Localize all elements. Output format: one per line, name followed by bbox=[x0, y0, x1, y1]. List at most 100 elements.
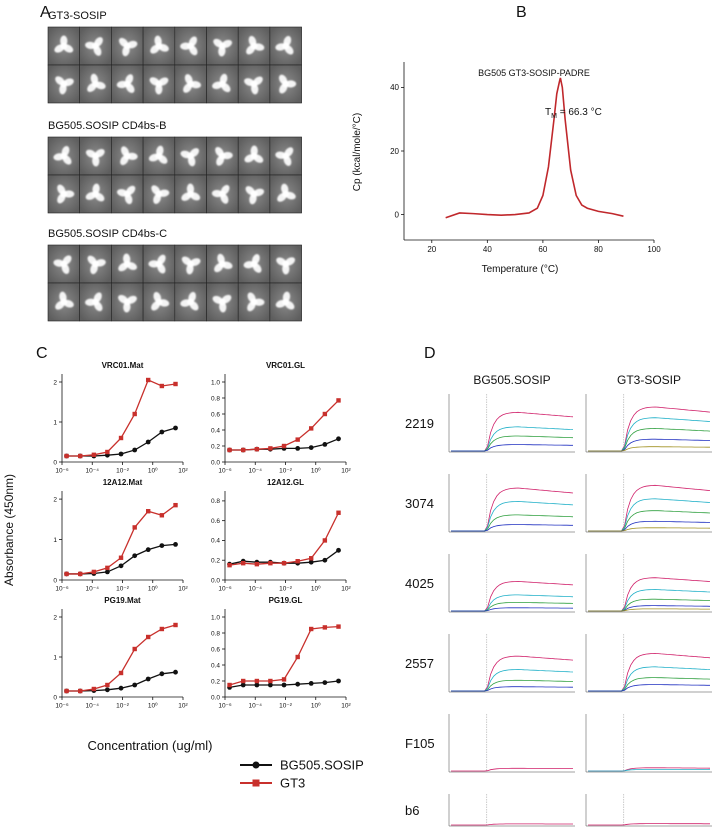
legend-label: BG505.SOSIP bbox=[280, 758, 364, 773]
point bbox=[227, 447, 232, 453]
core bbox=[250, 260, 258, 268]
point bbox=[254, 561, 260, 567]
y-tick-label: 0.2 bbox=[211, 557, 220, 564]
point bbox=[145, 676, 151, 682]
point bbox=[322, 557, 328, 563]
x-tick-label: 10⁰ bbox=[311, 702, 321, 710]
y-tick-label: 0.0 bbox=[211, 694, 220, 701]
core bbox=[218, 80, 226, 88]
core bbox=[187, 298, 195, 306]
point bbox=[295, 559, 300, 564]
particle bbox=[278, 74, 297, 94]
x-tick-label: 60 bbox=[538, 245, 547, 254]
x-tick-label: 10⁻² bbox=[116, 468, 130, 475]
particle bbox=[148, 145, 168, 164]
x-tick-label: 80 bbox=[594, 245, 603, 254]
series-line bbox=[445, 77, 624, 219]
chart-title: VRC01.GL bbox=[266, 361, 305, 370]
core bbox=[92, 42, 99, 50]
point bbox=[132, 553, 138, 559]
sensorgram-curve bbox=[451, 524, 573, 532]
point bbox=[281, 677, 287, 682]
panel-label: C bbox=[36, 345, 48, 362]
particle bbox=[246, 35, 265, 55]
point bbox=[132, 411, 137, 417]
point bbox=[159, 513, 165, 518]
x-tick-label: 10⁻⁴ bbox=[86, 703, 100, 710]
point bbox=[308, 556, 314, 561]
y-tick-label: 0.4 bbox=[211, 427, 220, 434]
core bbox=[155, 260, 163, 268]
y-tick-label: 1.0 bbox=[211, 614, 220, 621]
particle bbox=[243, 254, 262, 273]
point bbox=[241, 678, 246, 684]
sensorgram-curve bbox=[588, 520, 711, 532]
core bbox=[250, 298, 258, 306]
column-title: BG505.SOSIP bbox=[473, 373, 550, 387]
x-tick-label: 10⁻⁶ bbox=[55, 586, 69, 593]
y-axis-label: Cp (kcal/mole/°C) bbox=[352, 113, 363, 191]
point bbox=[322, 625, 328, 630]
y-tick-label: 20 bbox=[390, 147, 399, 156]
point bbox=[64, 688, 69, 694]
x-tick-label: 10⁻⁴ bbox=[249, 703, 263, 710]
y-tick-label: 0 bbox=[53, 694, 57, 701]
sensorgram-curve bbox=[588, 823, 710, 826]
point bbox=[336, 436, 341, 442]
core bbox=[123, 298, 131, 306]
core bbox=[282, 152, 290, 160]
x-tick-label: 10² bbox=[178, 586, 188, 593]
point bbox=[118, 435, 124, 441]
y-tick-label: 0.0 bbox=[211, 459, 220, 466]
x-tick-label: 10⁻⁴ bbox=[249, 468, 263, 475]
x-tick-label: 100 bbox=[647, 245, 661, 254]
panel-label: A bbox=[40, 4, 51, 21]
particle bbox=[149, 77, 169, 95]
point bbox=[308, 445, 314, 450]
point bbox=[295, 437, 300, 442]
sensorgram-curve bbox=[588, 684, 710, 692]
point bbox=[308, 681, 314, 686]
point bbox=[322, 411, 328, 417]
x-axis-label: Temperature (°C) bbox=[482, 264, 559, 275]
y-tick-label: 0.8 bbox=[211, 395, 220, 402]
point bbox=[268, 446, 273, 451]
series-line bbox=[229, 512, 340, 566]
chart-title: VRC01.Mat bbox=[102, 361, 144, 370]
core bbox=[123, 42, 131, 50]
point bbox=[254, 678, 260, 684]
point bbox=[173, 425, 178, 431]
point bbox=[241, 447, 246, 453]
particle bbox=[247, 292, 265, 312]
y-tick-label: 0.4 bbox=[211, 538, 220, 545]
legend-label: GT3 bbox=[280, 776, 305, 791]
core bbox=[155, 152, 163, 160]
point bbox=[132, 646, 137, 652]
row-label: 4025 bbox=[405, 576, 434, 591]
particle bbox=[85, 183, 105, 202]
y-tick-label: 1.0 bbox=[211, 379, 220, 386]
particle bbox=[55, 76, 74, 95]
series-line bbox=[66, 624, 176, 692]
point bbox=[118, 451, 124, 457]
y-tick-label: 2 bbox=[53, 614, 57, 621]
core bbox=[123, 80, 131, 88]
point bbox=[145, 547, 151, 553]
x-tick-label: 10⁻⁴ bbox=[249, 586, 263, 593]
annotation-part: M bbox=[551, 113, 557, 120]
series-line bbox=[229, 625, 339, 686]
particle bbox=[181, 183, 201, 201]
point bbox=[105, 449, 110, 455]
point bbox=[118, 670, 124, 676]
point bbox=[118, 685, 124, 691]
group-title: BG505.SOSIP CD4bs-C bbox=[48, 228, 167, 240]
particle bbox=[215, 146, 233, 166]
particle bbox=[85, 292, 103, 312]
core bbox=[250, 152, 258, 160]
particle bbox=[180, 36, 198, 56]
point bbox=[173, 502, 178, 508]
x-axis-label: Concentration (ug/ml) bbox=[88, 738, 213, 753]
sensorgram-curve bbox=[451, 514, 574, 532]
sensorgram-curve bbox=[451, 767, 573, 772]
particle bbox=[275, 35, 294, 55]
